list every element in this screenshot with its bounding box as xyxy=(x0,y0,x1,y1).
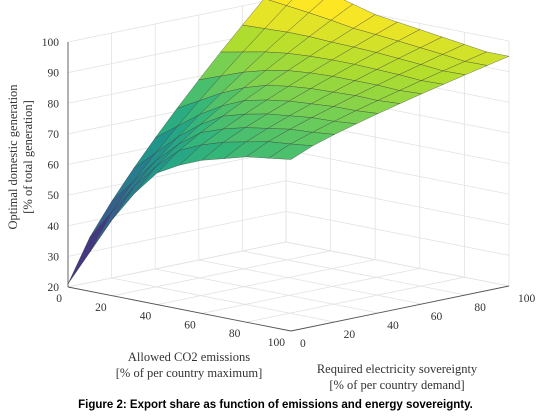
grid-line xyxy=(198,259,422,305)
z-tick-label: 50 xyxy=(48,190,60,202)
grid-line xyxy=(111,277,335,323)
z-tick-label: 70 xyxy=(48,129,60,141)
x-tick-label: 80 xyxy=(229,328,241,340)
y-axis-label-line1: Required electricity sovereignty xyxy=(317,362,478,376)
x-tick-label: 100 xyxy=(268,337,286,349)
x-tick-label: 0 xyxy=(56,293,62,305)
grid-line xyxy=(285,149,510,195)
x-axis-label-line1: Allowed CO2 emissions xyxy=(128,350,250,364)
grid-line xyxy=(285,180,510,226)
y-axis-label-line2: [% of per country demand] xyxy=(329,378,464,392)
figure-caption: Figure 2: Export share as function of em… xyxy=(78,399,473,411)
z-tick-label: 90 xyxy=(48,68,60,80)
y-tick-label: 20 xyxy=(344,329,356,341)
surface-mesh xyxy=(67,0,510,285)
z-tick-label: 100 xyxy=(42,37,60,49)
grid-line xyxy=(67,0,274,43)
x-tick-label: 40 xyxy=(140,311,152,323)
y-tick-label: 40 xyxy=(387,320,399,332)
z-tick-label: 80 xyxy=(48,98,60,110)
axis-line xyxy=(67,286,292,332)
x-tick-label: 20 xyxy=(95,302,107,314)
grid-line xyxy=(285,241,510,287)
y-tick-label: 60 xyxy=(431,311,443,323)
grid-line xyxy=(201,268,420,314)
surface-patch xyxy=(268,143,314,160)
z-tick-label: 20 xyxy=(48,282,60,294)
y-tick-label: 80 xyxy=(474,302,486,314)
grid-line xyxy=(157,259,376,305)
z-axis-label-line1: Optimal domestic generation xyxy=(6,84,20,230)
y-tick-label: 100 xyxy=(518,293,536,305)
grid-line xyxy=(67,149,287,196)
grid-line xyxy=(242,250,466,296)
surface-patch xyxy=(67,211,113,285)
grid-line xyxy=(155,268,379,314)
z-tick-label: 60 xyxy=(48,160,60,172)
y-tick-label: 0 xyxy=(300,338,306,350)
x-axis-label-line2: [% of per country maximum] xyxy=(116,366,262,380)
axis-labels: Optimal domestic generation [% of total … xyxy=(6,84,478,392)
grid-line xyxy=(285,210,510,256)
grid-line xyxy=(67,241,287,288)
grid-line xyxy=(246,276,465,323)
z-axis-label-line2: [% of total generation] xyxy=(21,100,35,214)
grid-line xyxy=(112,250,331,297)
z-tick-label: 30 xyxy=(48,251,60,263)
axis-line xyxy=(290,285,510,332)
grid-line xyxy=(67,210,287,257)
x-tick-label: 60 xyxy=(184,319,196,331)
z-tick-label: 40 xyxy=(48,221,60,233)
